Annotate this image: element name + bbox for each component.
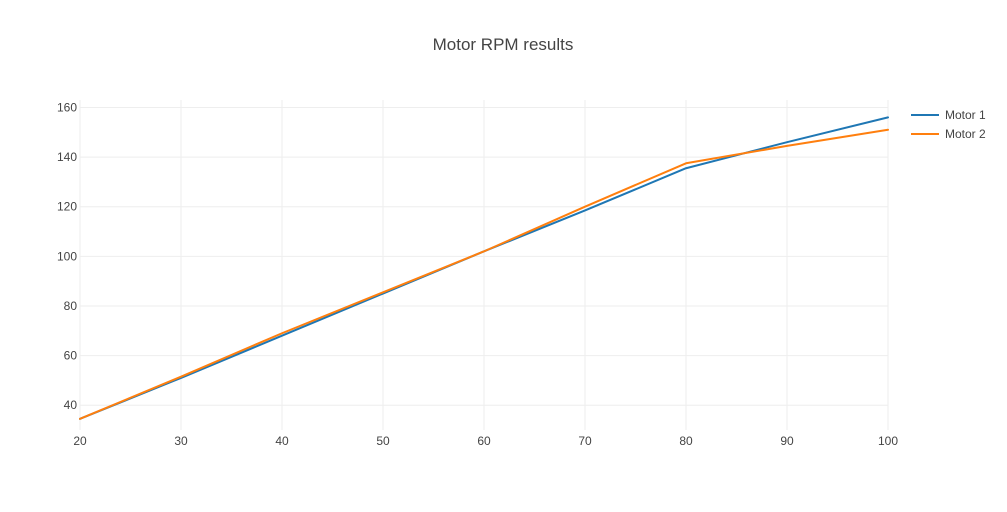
y-tick-label: 40 bbox=[64, 398, 78, 412]
series-layer bbox=[79, 116, 889, 420]
y-tick-label: 60 bbox=[64, 349, 78, 363]
x-tick-label: 50 bbox=[376, 434, 390, 448]
legend-item-motor-2[interactable]: Motor 2 bbox=[911, 127, 986, 141]
x-tick-label: 90 bbox=[780, 434, 794, 448]
x-tick-label: 80 bbox=[679, 434, 693, 448]
y-tick-label: 120 bbox=[57, 200, 77, 214]
y-axis-ticks: 40 60 80 100 120 140 160 bbox=[57, 100, 77, 412]
x-tick-label: 40 bbox=[275, 434, 289, 448]
series-line-motor-2[interactable] bbox=[79, 128, 889, 420]
legend-item-motor-1[interactable]: Motor 1 bbox=[911, 108, 986, 122]
y-gridlines bbox=[80, 106, 888, 406]
x-tick-label: 60 bbox=[477, 434, 491, 448]
legend-label: Motor 1 bbox=[945, 108, 986, 122]
legend-label: Motor 2 bbox=[945, 127, 986, 141]
legend[interactable]: Motor 1 Motor 2 bbox=[911, 108, 986, 141]
x-axis-ticks: 20 30 40 50 60 70 80 90 100 bbox=[73, 434, 898, 448]
y-tick-label: 100 bbox=[57, 249, 77, 263]
x-tick-label: 70 bbox=[578, 434, 592, 448]
x-tick-label: 30 bbox=[174, 434, 188, 448]
x-tick-label: 100 bbox=[878, 434, 898, 448]
y-tick-label: 140 bbox=[57, 150, 77, 164]
chart-title: Motor RPM results bbox=[433, 35, 574, 54]
y-tick-label: 80 bbox=[64, 299, 78, 313]
x-tick-label: 20 bbox=[73, 434, 87, 448]
y-tick-label: 160 bbox=[57, 100, 77, 114]
x-gridlines bbox=[79, 100, 889, 430]
